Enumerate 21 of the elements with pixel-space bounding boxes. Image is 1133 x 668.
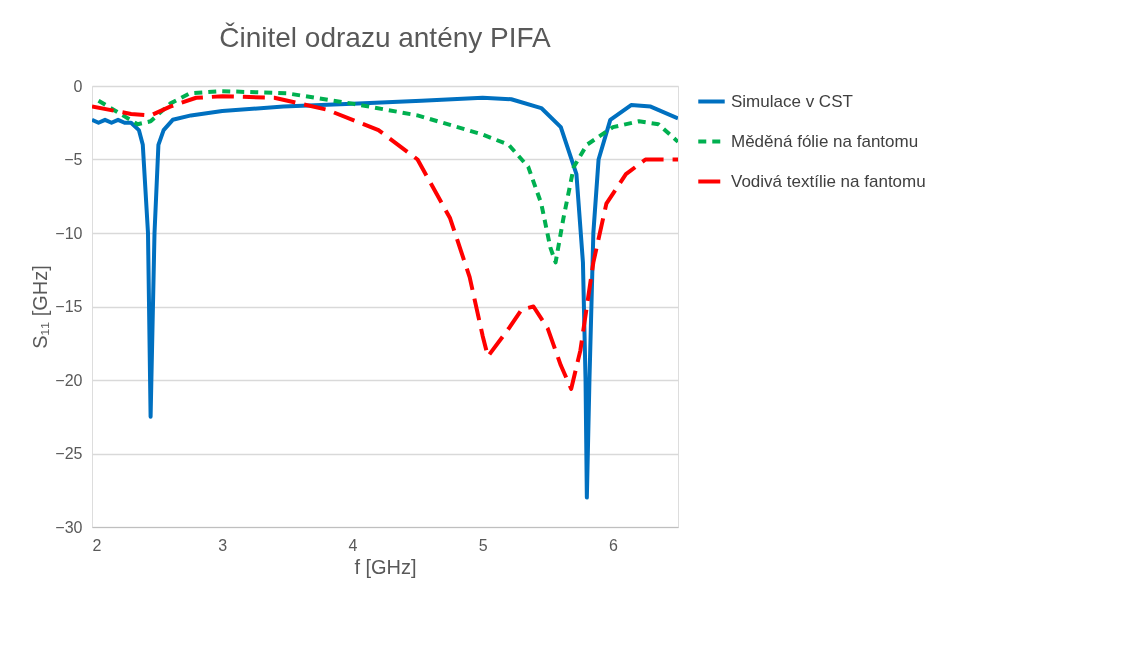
y-tick-label: −15 <box>55 298 83 315</box>
x-axis-title: f [GHz] <box>354 555 417 578</box>
x-tick-label: 5 <box>478 536 488 554</box>
line-series <box>96 89 678 265</box>
x-tick-label: 6 <box>608 536 618 554</box>
x-tick-label: 2 <box>92 536 102 554</box>
line-series <box>92 95 678 500</box>
legend-label: Měděná fólie na fantomu <box>731 131 919 151</box>
y-tick-label: −20 <box>55 371 83 389</box>
chart-title: Činitel odrazu antény PIFA <box>219 22 552 53</box>
y-tick-label: −5 <box>64 151 83 168</box>
legend-label: Simulace v CST <box>731 91 853 111</box>
legend-label: Vodivá textílie na fantomu <box>731 171 926 191</box>
y-tick-label: 0 <box>73 77 83 95</box>
y-tick-label: −10 <box>55 224 83 242</box>
y-tick-label: −30 <box>55 518 83 536</box>
x-tick-label: 4 <box>348 536 358 554</box>
line-series <box>92 94 678 391</box>
x-tick-label: 3 <box>218 536 228 554</box>
y-axis-title: S₁₁ [GHz] <box>29 265 52 349</box>
y-tick-label: −25 <box>55 445 83 462</box>
